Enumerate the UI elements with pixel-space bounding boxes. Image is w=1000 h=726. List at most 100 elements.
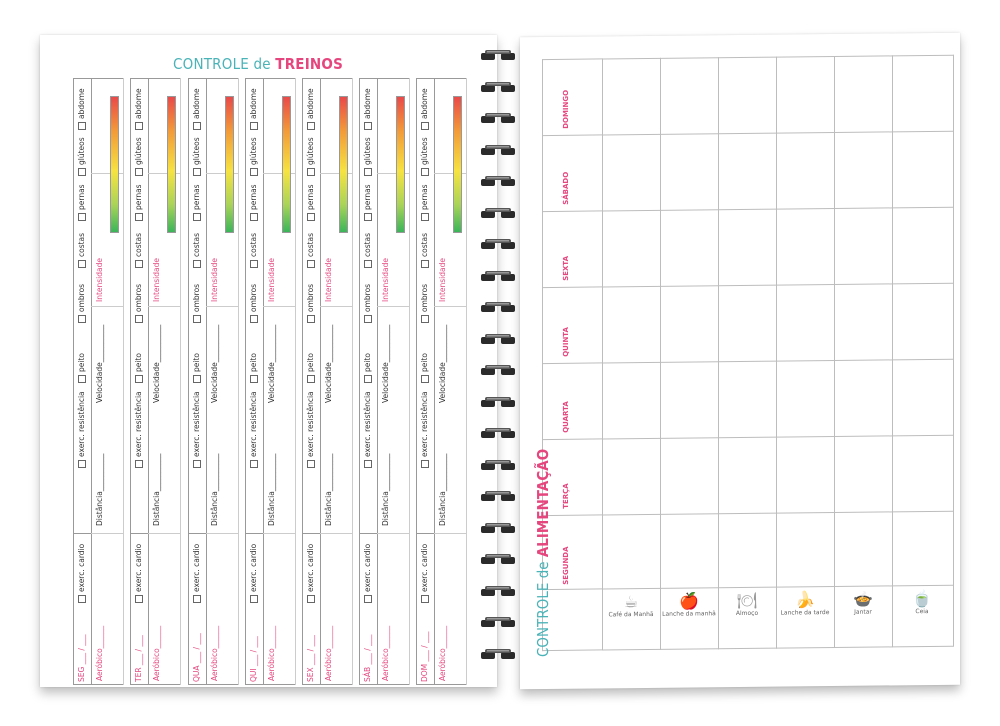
meal-cell[interactable] (892, 282, 954, 361)
checkbox[interactable] (250, 595, 258, 603)
meal-cell[interactable] (660, 209, 719, 287)
gluteos-option[interactable]: glúteos (363, 137, 372, 176)
checkbox[interactable] (421, 213, 429, 221)
checkbox[interactable] (78, 460, 86, 468)
meal-cell[interactable] (660, 437, 719, 515)
checkbox[interactable] (78, 122, 86, 130)
abdome-option[interactable]: abdome (420, 88, 429, 130)
checkbox[interactable] (364, 460, 372, 468)
checkbox[interactable] (421, 122, 429, 130)
ombros-option[interactable]: ombros (306, 284, 315, 323)
meal-cell[interactable] (776, 512, 835, 588)
intensity-gradient-bar[interactable] (225, 96, 234, 233)
gluteos-option[interactable]: glúteos (192, 137, 201, 176)
checkbox[interactable] (250, 260, 258, 268)
cardio-option[interactable]: exerc. cardio (134, 544, 143, 603)
costas-option[interactable]: costas (306, 233, 315, 268)
checkbox[interactable] (250, 213, 258, 221)
meal-cell[interactable] (542, 134, 603, 213)
meal-cell[interactable] (542, 210, 603, 289)
ombros-option[interactable]: ombros (77, 284, 86, 323)
meal-cell[interactable] (834, 283, 893, 362)
intensity-gradient-bar[interactable] (282, 96, 291, 233)
meal-cell[interactable] (776, 208, 835, 286)
peito-option[interactable]: peito (363, 353, 372, 383)
peito-option[interactable]: peito (306, 353, 315, 383)
meal-cell[interactable] (602, 133, 661, 212)
intensity-gradient-bar[interactable] (453, 96, 462, 233)
meal-cell[interactable] (892, 130, 954, 209)
abdome-option[interactable]: abdome (306, 88, 315, 130)
checkbox[interactable] (193, 122, 201, 130)
meal-cell[interactable] (892, 434, 954, 513)
meal-cell[interactable] (542, 286, 603, 365)
costas-option[interactable]: costas (77, 233, 86, 268)
cardio-option[interactable]: exerc. cardio (363, 544, 372, 603)
abdome-option[interactable]: abdome (192, 88, 201, 130)
intensity-gradient-bar[interactable] (396, 96, 405, 233)
checkbox[interactable] (135, 122, 143, 130)
intensity-gradient-bar[interactable] (110, 96, 119, 233)
cardio-option[interactable]: exerc. cardio (77, 544, 86, 603)
meal-cell[interactable] (660, 133, 719, 211)
checkbox[interactable] (307, 260, 315, 268)
pernas-option[interactable]: pernas (306, 184, 315, 221)
checkbox[interactable] (421, 375, 429, 383)
checkbox[interactable] (78, 260, 86, 268)
checkbox[interactable] (364, 168, 372, 176)
peito-option[interactable]: peito (77, 353, 86, 383)
meal-cell[interactable] (602, 361, 661, 440)
cardio-option[interactable]: exerc. cardio (306, 544, 315, 603)
gluteos-option[interactable]: glúteos (77, 137, 86, 176)
checkbox[interactable] (364, 315, 372, 323)
meal-cell[interactable] (542, 58, 603, 137)
checkbox[interactable] (421, 595, 429, 603)
ombros-option[interactable]: ombros (363, 284, 372, 323)
checkbox[interactable] (364, 595, 372, 603)
checkbox[interactable] (421, 460, 429, 468)
checkbox[interactable] (421, 260, 429, 268)
meal-cell[interactable] (718, 132, 777, 211)
checkbox[interactable] (135, 460, 143, 468)
abdome-option[interactable]: abdome (363, 88, 372, 130)
checkbox[interactable] (364, 122, 372, 130)
meal-cell[interactable] (718, 436, 777, 515)
checkbox[interactable] (78, 595, 86, 603)
checkbox[interactable] (307, 168, 315, 176)
pernas-option[interactable]: pernas (249, 184, 258, 221)
resistencia-option[interactable]: exerc. resistência (363, 391, 372, 468)
resistencia-option[interactable]: exerc. resistência (134, 391, 143, 468)
checkbox[interactable] (78, 375, 86, 383)
meal-cell[interactable] (602, 285, 661, 364)
meal-cell[interactable] (660, 57, 719, 135)
checkbox[interactable] (307, 213, 315, 221)
pernas-option[interactable]: pernas (420, 184, 429, 221)
intensity-gradient-bar[interactable] (339, 96, 348, 233)
intensity-gradient-bar[interactable] (167, 96, 176, 233)
ombros-option[interactable]: ombros (249, 284, 258, 323)
resistencia-option[interactable]: exerc. resistência (77, 391, 86, 468)
checkbox[interactable] (193, 595, 201, 603)
cardio-option[interactable]: exerc. cardio (192, 544, 201, 603)
checkbox[interactable] (135, 168, 143, 176)
meal-cell[interactable] (776, 360, 835, 438)
meal-cell[interactable] (834, 511, 893, 588)
checkbox[interactable] (307, 595, 315, 603)
checkbox[interactable] (135, 595, 143, 603)
pernas-option[interactable]: pernas (192, 184, 201, 221)
meal-cell[interactable] (834, 207, 893, 286)
meal-cell[interactable] (776, 436, 835, 514)
checkbox[interactable] (193, 375, 201, 383)
checkbox[interactable] (193, 460, 201, 468)
meal-cell[interactable] (718, 360, 777, 439)
checkbox[interactable] (135, 375, 143, 383)
checkbox[interactable] (364, 260, 372, 268)
meal-cell[interactable] (834, 55, 893, 134)
checkbox[interactable] (193, 168, 201, 176)
costas-option[interactable]: costas (134, 233, 143, 268)
ombros-option[interactable]: ombros (192, 284, 201, 323)
checkbox[interactable] (135, 315, 143, 323)
costas-option[interactable]: costas (192, 233, 201, 268)
gluteos-option[interactable]: glúteos (420, 137, 429, 176)
checkbox[interactable] (193, 315, 201, 323)
